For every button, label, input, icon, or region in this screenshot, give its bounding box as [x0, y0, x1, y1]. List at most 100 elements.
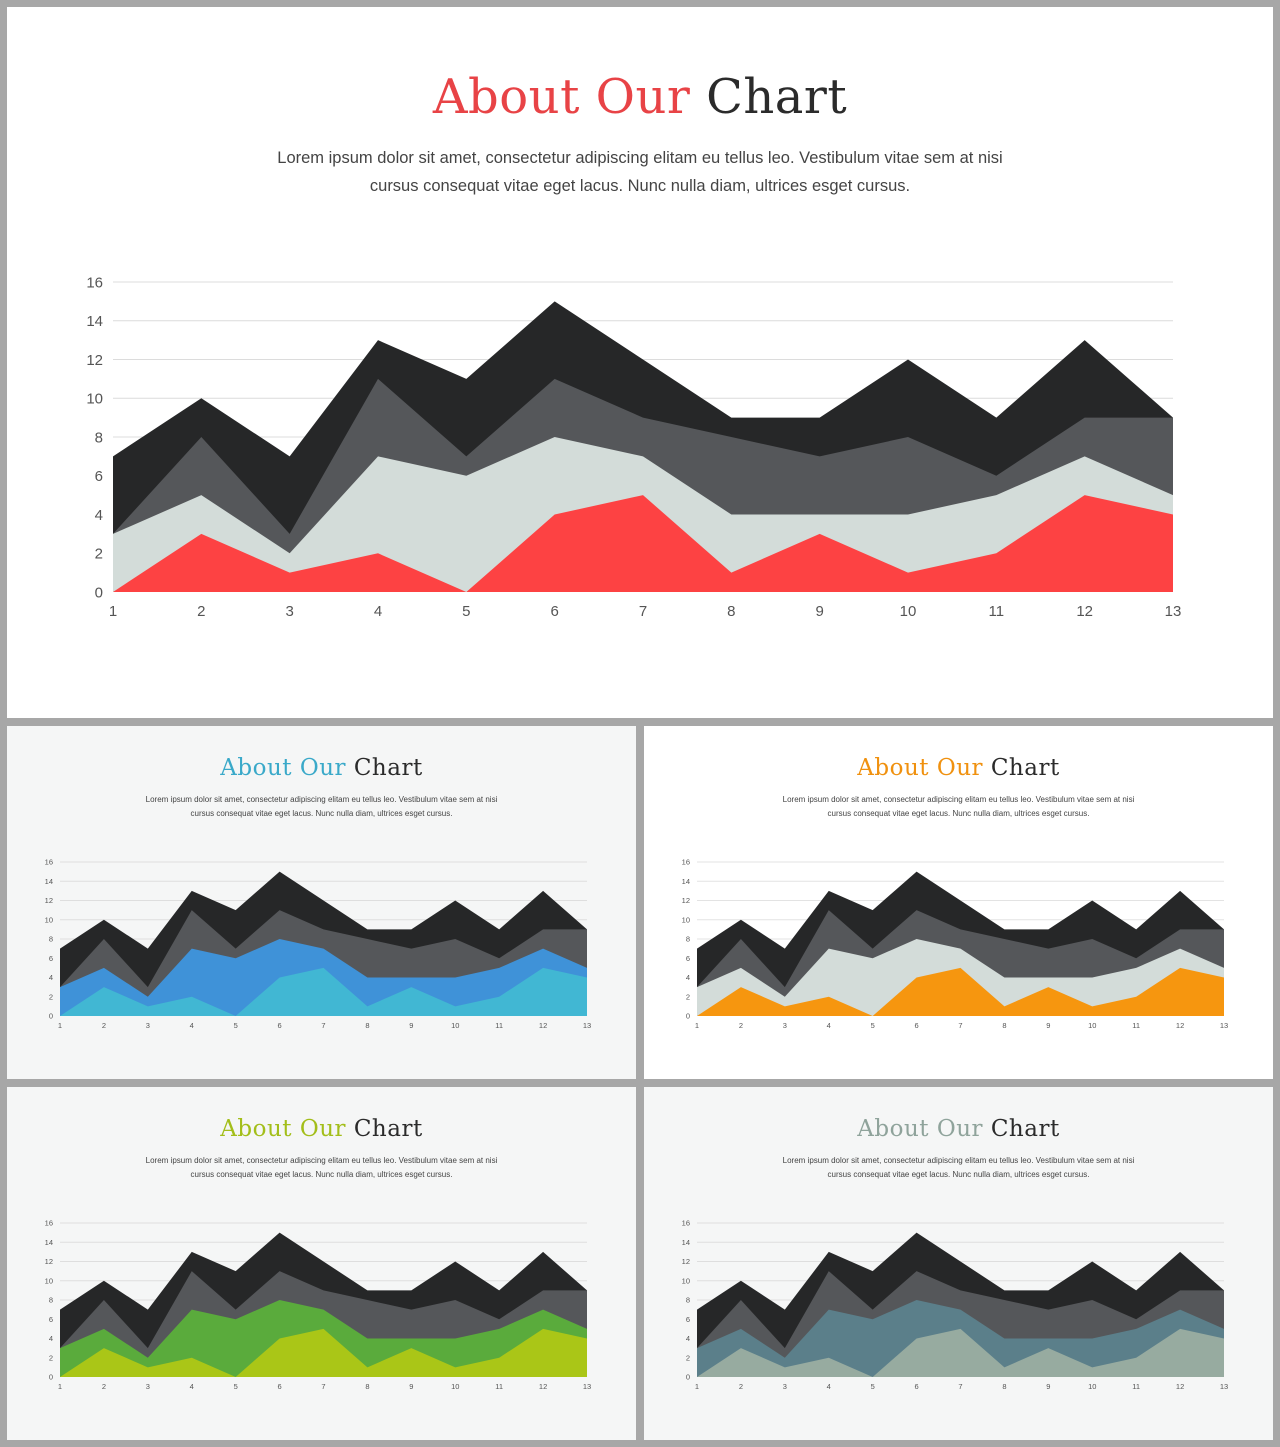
slide-title: About Our Chart	[7, 69, 1273, 125]
y-tick-label: 4	[49, 1334, 53, 1343]
y-tick-label: 16	[682, 858, 690, 867]
x-tick-label: 5	[234, 1382, 238, 1391]
x-tick-label: 6	[277, 1382, 281, 1391]
y-tick-label: 14	[682, 1238, 690, 1247]
y-tick-label: 10	[86, 391, 103, 408]
x-tick-label: 10	[1088, 1382, 1096, 1391]
x-tick-label: 6	[550, 603, 558, 620]
title-accent: About Our	[220, 755, 347, 781]
desc-line-2: cursus consequat vitae eget lacus. Nunc …	[827, 1170, 1090, 1179]
y-tick-label: 0	[686, 1012, 690, 1021]
x-tick-label: 9	[1046, 1021, 1050, 1030]
x-tick-label: 9	[815, 603, 823, 620]
slide-orange: About Our Chart Lorem ipsum dolor sit am…	[644, 726, 1273, 1079]
x-tick-label: 13	[583, 1021, 591, 1030]
x-tick-label: 1	[58, 1382, 62, 1391]
y-tick-label: 12	[45, 896, 53, 905]
desc-line-1: Lorem ipsum dolor sit amet, consectetur …	[277, 149, 1003, 167]
x-tick-label: 9	[409, 1382, 413, 1391]
x-tick-label: 10	[451, 1021, 459, 1030]
y-tick-label: 16	[45, 1219, 53, 1228]
x-tick-label: 4	[827, 1382, 831, 1391]
x-tick-label: 10	[1088, 1021, 1096, 1030]
x-tick-label: 6	[277, 1021, 281, 1030]
title-accent: About Our	[432, 69, 691, 125]
x-tick-label: 5	[871, 1382, 875, 1391]
x-tick-label: 2	[102, 1382, 106, 1391]
title-rest: Chart	[353, 755, 423, 781]
x-tick-label: 5	[462, 603, 470, 620]
y-tick-label: 4	[686, 973, 690, 982]
x-tick-label: 7	[958, 1382, 962, 1391]
y-tick-label: 8	[49, 1296, 53, 1305]
y-tick-label: 2	[95, 546, 103, 563]
y-tick-label: 4	[686, 1334, 690, 1343]
area-series-4	[697, 1328, 1224, 1377]
desc-line-1: Lorem ipsum dolor sit amet, consectetur …	[782, 795, 1135, 804]
y-tick-label: 0	[686, 1373, 690, 1382]
x-tick-label: 8	[1002, 1382, 1006, 1391]
title-rest: Chart	[353, 1116, 423, 1142]
slide-title: About Our Chart	[644, 755, 1273, 781]
y-tick-label: 8	[49, 935, 53, 944]
slide-blue: About Our Chart Lorem ipsum dolor sit am…	[7, 726, 636, 1079]
desc-line-1: Lorem ipsum dolor sit amet, consectetur …	[145, 795, 498, 804]
x-tick-label: 5	[234, 1021, 238, 1030]
y-tick-label: 12	[682, 896, 690, 905]
x-tick-label: 10	[451, 1382, 459, 1391]
y-tick-label: 10	[682, 1276, 690, 1285]
x-tick-label: 8	[365, 1021, 369, 1030]
x-tick-label: 1	[695, 1382, 699, 1391]
x-tick-label: 2	[739, 1382, 743, 1391]
y-tick-label: 10	[45, 915, 53, 924]
area-series-4	[113, 495, 1173, 592]
x-tick-label: 11	[495, 1382, 503, 1391]
title-accent: About Our	[857, 1116, 984, 1142]
x-tick-label: 9	[409, 1021, 413, 1030]
x-tick-label: 3	[783, 1382, 787, 1391]
y-tick-label: 6	[49, 954, 53, 963]
x-tick-label: 2	[739, 1021, 743, 1030]
title-accent: About Our	[857, 755, 984, 781]
desc-line-2: cursus consequat vitae eget lacus. Nunc …	[190, 809, 453, 818]
y-tick-label: 12	[682, 1257, 690, 1266]
x-tick-label: 4	[374, 603, 382, 620]
x-tick-label: 13	[1220, 1382, 1228, 1391]
desc-line-1: Lorem ipsum dolor sit amet, consectetur …	[145, 1156, 498, 1165]
x-tick-label: 8	[1002, 1021, 1006, 1030]
y-tick-label: 10	[45, 1276, 53, 1285]
x-tick-label: 5	[871, 1021, 875, 1030]
y-tick-label: 0	[95, 584, 103, 601]
area-series-4	[60, 967, 587, 1016]
x-tick-label: 11	[1132, 1021, 1140, 1030]
slide-description: Lorem ipsum dolor sit amet, consectetur …	[749, 793, 1169, 821]
title-rest: Chart	[990, 755, 1060, 781]
x-tick-label: 1	[695, 1021, 699, 1030]
y-tick-label: 14	[682, 877, 690, 886]
x-tick-label: 13	[1165, 603, 1182, 620]
x-tick-label: 7	[321, 1021, 325, 1030]
x-tick-label: 6	[914, 1021, 918, 1030]
y-tick-label: 8	[686, 935, 690, 944]
desc-line-2: cursus consequat vitae eget lacus. Nunc …	[827, 809, 1090, 818]
x-tick-label: 3	[783, 1021, 787, 1030]
y-tick-label: 2	[686, 1353, 690, 1362]
title-accent: About Our	[220, 1116, 347, 1142]
x-tick-label: 9	[1046, 1382, 1050, 1391]
y-tick-label: 16	[86, 274, 103, 291]
y-tick-label: 6	[686, 954, 690, 963]
y-tick-label: 0	[49, 1012, 53, 1021]
x-tick-label: 4	[190, 1021, 194, 1030]
y-tick-label: 14	[86, 313, 103, 330]
area-series-4	[697, 967, 1224, 1016]
slide-grey: About Our Chart Lorem ipsum dolor sit am…	[644, 1087, 1273, 1440]
x-tick-label: 12	[1076, 603, 1093, 620]
x-tick-label: 7	[639, 603, 647, 620]
desc-line-2: cursus consequat vitae eget lacus. Nunc …	[190, 1170, 453, 1179]
x-tick-label: 2	[197, 603, 205, 620]
x-tick-label: 12	[539, 1021, 547, 1030]
slide-description: Lorem ipsum dolor sit amet, consectetur …	[749, 1154, 1169, 1182]
x-tick-label: 11	[989, 603, 1005, 620]
